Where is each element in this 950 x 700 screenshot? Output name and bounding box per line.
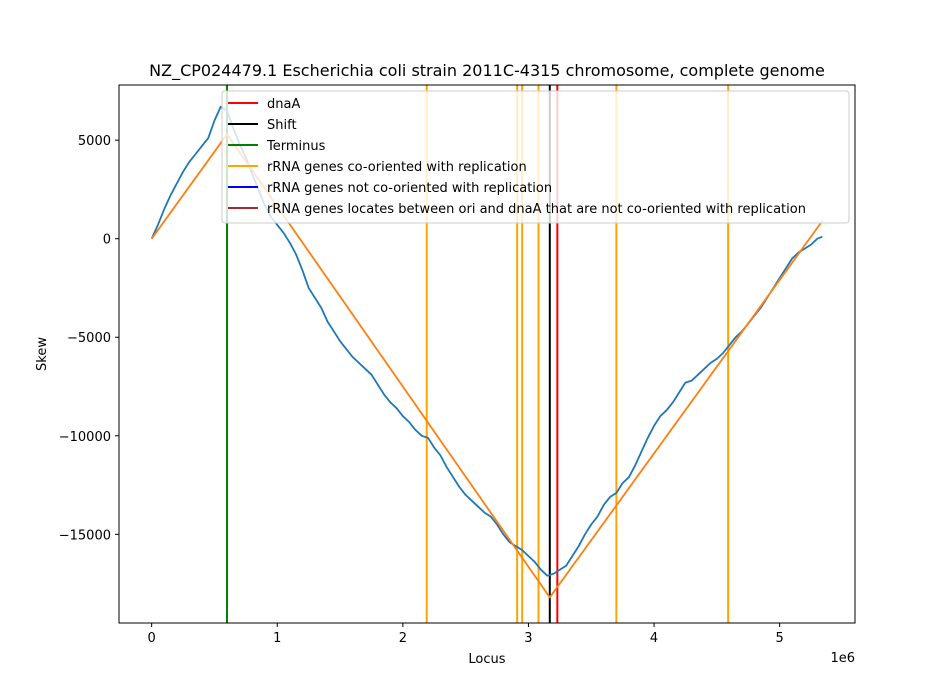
legend: dnaA Shift Terminus rRNA genes co-oriented … [221, 90, 850, 224]
x-tick-label: 1 [273, 631, 281, 646]
legend-entry: Terminus [266, 139, 326, 154]
x-tick-label: 3 [524, 631, 532, 646]
legend-entry: rRNA genes locates between ori and dnaA … [267, 202, 806, 217]
legend-entry: dnaA [267, 97, 300, 112]
y-axis-ticks: 5000 0 −5000 −10000 −15000 [59, 134, 119, 543]
legend-entry: rRNA genes co-oriented with replication [267, 160, 527, 175]
y-tick-label: 0 [103, 233, 111, 248]
x-tick-label: 4 [650, 631, 658, 646]
x-axis-offset-label: 1e6 [830, 651, 855, 666]
y-tick-label: −15000 [59, 528, 111, 543]
y-tick-label: −5000 [67, 331, 111, 346]
y-axis-label: Skew [35, 337, 50, 371]
x-axis-label: Locus [468, 652, 505, 667]
y-tick-label: 5000 [78, 134, 111, 149]
legend-entry: Shift [267, 118, 297, 133]
x-tick-label: 0 [148, 631, 156, 646]
legend-entry: rRNA genes not co-oriented with replicat… [267, 181, 552, 196]
y-tick-label: −10000 [59, 430, 111, 445]
series-line-1 [150, 133, 824, 599]
x-axis-ticks: 0 1 2 3 4 5 [148, 623, 784, 646]
legend-box [221, 90, 850, 224]
x-tick-label: 2 [399, 631, 407, 646]
axes-frame [118, 84, 856, 624]
chart-title: NZ_CP024479.1 Escherichia coli strain 20… [149, 61, 825, 81]
x-tick-label: 5 [776, 631, 784, 646]
